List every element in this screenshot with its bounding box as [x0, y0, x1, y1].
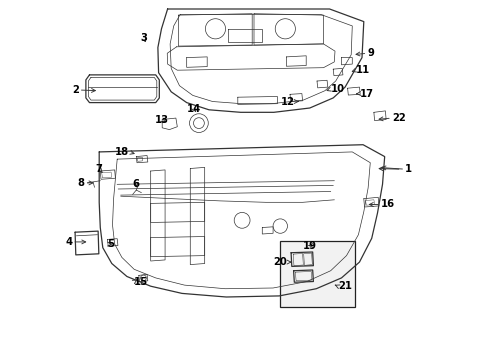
- Text: 18: 18: [115, 147, 129, 157]
- Text: 3: 3: [140, 33, 147, 43]
- Text: 16: 16: [381, 199, 395, 210]
- Text: 17: 17: [360, 89, 373, 99]
- Text: 11: 11: [356, 65, 370, 75]
- Text: 20: 20: [274, 257, 288, 267]
- Text: 9: 9: [368, 48, 374, 58]
- Bar: [280, 241, 355, 307]
- Text: 5: 5: [107, 239, 115, 249]
- Text: 8: 8: [78, 178, 85, 188]
- Text: 21: 21: [338, 281, 352, 291]
- Text: 12: 12: [281, 96, 294, 107]
- Text: 1: 1: [405, 164, 412, 174]
- Text: 19: 19: [303, 240, 317, 251]
- Text: 2: 2: [72, 85, 79, 95]
- Text: 22: 22: [392, 113, 406, 123]
- Text: 13: 13: [154, 114, 169, 125]
- Text: 14: 14: [187, 104, 201, 114]
- Text: 15: 15: [134, 276, 148, 287]
- Text: 10: 10: [331, 84, 344, 94]
- Text: 4: 4: [65, 237, 72, 247]
- Text: 6: 6: [133, 179, 140, 189]
- Text: 7: 7: [96, 164, 102, 174]
